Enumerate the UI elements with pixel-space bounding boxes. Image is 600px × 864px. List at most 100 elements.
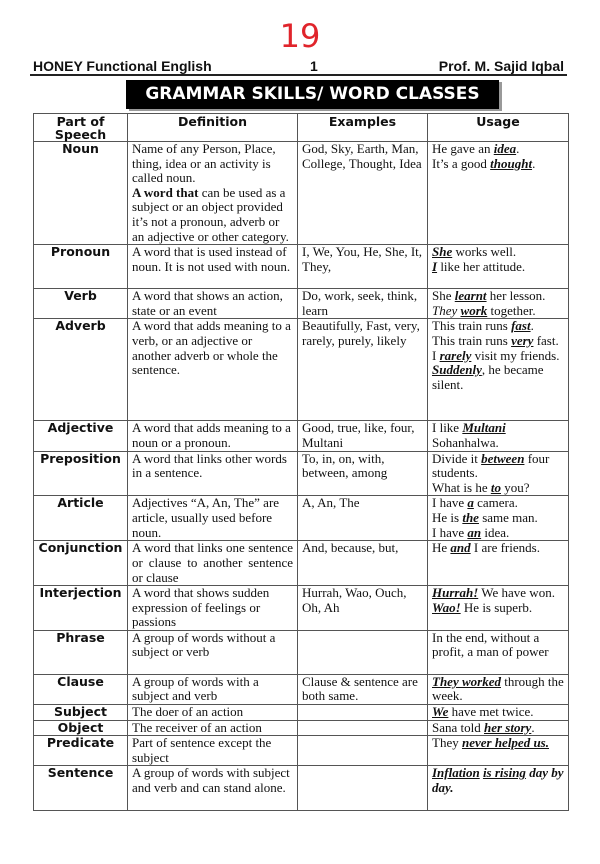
definition-cell: A word that is used instead of noun. It … [127,244,298,290]
header-rule [30,74,567,76]
definition-cell: A group of words with subject and verb a… [127,765,298,812]
part-of-speech-cell: Adverb [33,318,128,422]
emphasized-word: Multani [462,420,506,436]
emphasized-word: I [432,258,438,274]
definition-cell: A word that links other words in a sente… [127,450,298,497]
examples-cell: God, Sky, Earth, Man, College, Thought, … [297,140,428,246]
text-segment: A group of words with a subject and verb [132,673,259,704]
usage-example: This train runs fast. [432,319,564,334]
text-segment: you? [500,479,530,495]
usage-example: This train runs very fast. [432,332,564,349]
usage-example: They worked through the week. [432,674,564,704]
usage-cell: She learnt her lesson. They work together… [427,288,569,320]
text-segment: The doer of an action [132,704,244,720]
usage-cell: She works well. I like her attitude. [427,244,569,290]
text-segment: Sohanhalwa. [432,434,499,450]
usage-cell: I have a camera. He is the same man. I hav… [427,495,569,542]
emphasized-word: Hurrah! [432,585,479,601]
examples-cell: Beautifully, Fast, very, rarely, purely,… [297,318,428,422]
emphasized-word: Wao! [432,599,461,615]
usage-cell: Inflation is rising day by day. [427,765,569,812]
text-segment: same man. [478,509,538,525]
usage-example: I like her attitude. [432,258,564,275]
text-segment: A group of words without a subject or ve… [132,629,276,660]
usage-cell: He and I are friends. [427,540,569,587]
text-segment: day by day. [432,765,564,796]
table-row-noun: Noun Name of any Person, Place, thing, id… [33,140,569,246]
part-of-speech-cell: Predicate [33,735,128,767]
text-segment: It’s a good [432,155,491,171]
column-header-examples: Examples [297,113,428,142]
usage-example: Sana told her story. [432,720,564,736]
text-segment: A word that links one sentence or clause… [132,540,293,585]
definition-cell: A word that adds meaning to a noun or a … [127,420,298,452]
text-segment: A word that is used instead of noun. It … [132,244,291,274]
table-row-preposition: Preposition A word that links other words… [33,450,569,497]
text-segment: He is [432,509,463,525]
usage-example: I have a camera. [432,496,564,511]
table-row-conjunction: Conjunction A word that links one sentenc… [33,540,569,587]
text-segment: They [432,735,462,751]
definition-cell: Adjectives “A, An, The” are article, usu… [127,495,298,542]
usage-example: He is the same man. [432,509,564,526]
emphasized-word: never helped us. [461,735,549,751]
text-segment: A group of words with subject and verb a… [132,765,290,796]
definition-cell: The doer of an action [127,704,298,721]
text-segment: A word that shows sudden expression of f… [132,585,270,630]
table-row-predicate: Predicate Part of sentence except the sub… [33,735,569,767]
column-header-part-of-speech: Part of Speech [33,113,128,142]
usage-cell: Hurrah! We have won. Wao! He is superb. [427,585,569,631]
column-header-usage: Usage [427,113,569,142]
part-of-speech-cell: Subject [33,704,128,721]
text-segment: I are friends. [470,540,540,556]
examples-cell [297,629,428,675]
usage-cell: I like Multani Sohanhalwa. [427,420,569,452]
text-segment: can be used as a subject or an object pr… [132,184,289,244]
text-segment: her lesson. [486,288,546,304]
usage-example: They never helped us. [432,735,564,751]
emphasized-word: an [467,524,482,540]
text-segment: have met twice. [448,704,534,720]
usage-example: They work together. [432,302,564,319]
examples-cell: Good, true, like, four, Multani [297,420,428,452]
emphasized-word: idea [493,141,517,156]
usage-example: I have an idea. [432,524,564,541]
emphasized-word: Inflation [432,765,480,781]
text-segment: I like [432,420,463,436]
usage-cell: Sana told her story. [427,719,569,737]
text-segment: This train runs [432,318,512,334]
text-segment: visit my friends. [471,347,560,363]
table-row-article: Article Adjectives “A, An, The” are artic… [33,495,569,542]
usage-cell: He gave an idea. It’s a good thought. [427,140,569,246]
examples-cell: Clause & sentence are both same. [297,673,428,706]
usage-cell: This train runs fast. This train runs ver… [427,318,569,422]
text-segment: What is he [432,479,491,495]
examples-cell: A, An, The [297,495,428,542]
text-segment: Divide it [432,450,482,466]
definition-cell: A group of words without a subject or ve… [127,629,298,675]
section-banner: GRAMMAR SKILLS/ WORD CLASSES [126,80,499,109]
text-segment: They [432,302,461,318]
usage-example: I rarely visit my friends. [432,347,564,364]
definition-cell: Name of any Person, Place, thing, idea o… [127,140,298,246]
text-segment: She [432,288,455,304]
emphasized-word: thought [490,155,533,171]
definition-cell: A word that shows an action, state or an… [127,288,298,320]
text-segment: This train runs [432,332,512,348]
header-chapter-number: 1 [310,58,318,74]
table-row-adverb: Adverb A word that adds meaning to a verb… [33,318,569,422]
text-segment: A word that links other words in a sente… [132,450,287,481]
text-segment: I have [432,524,468,540]
part-of-speech-cell: Noun [33,140,128,246]
part-of-speech-cell: Adjective [33,420,128,452]
table-row-subject: Subject The doer of an action We have met … [33,704,569,721]
column-header-definition: Definition [127,113,298,142]
text-segment: A word that [132,184,199,200]
definition-cell: Part of sentence except the subject [127,735,298,767]
part-of-speech-cell: Pronoun [33,244,128,290]
text-segment: . [530,318,534,334]
examples-cell: I, We, You, He, She, It, They, [297,244,428,290]
table-header-row: Part of Speech Definition Examples Usage [33,113,569,142]
text-segment: The receiver of an action [132,719,262,735]
